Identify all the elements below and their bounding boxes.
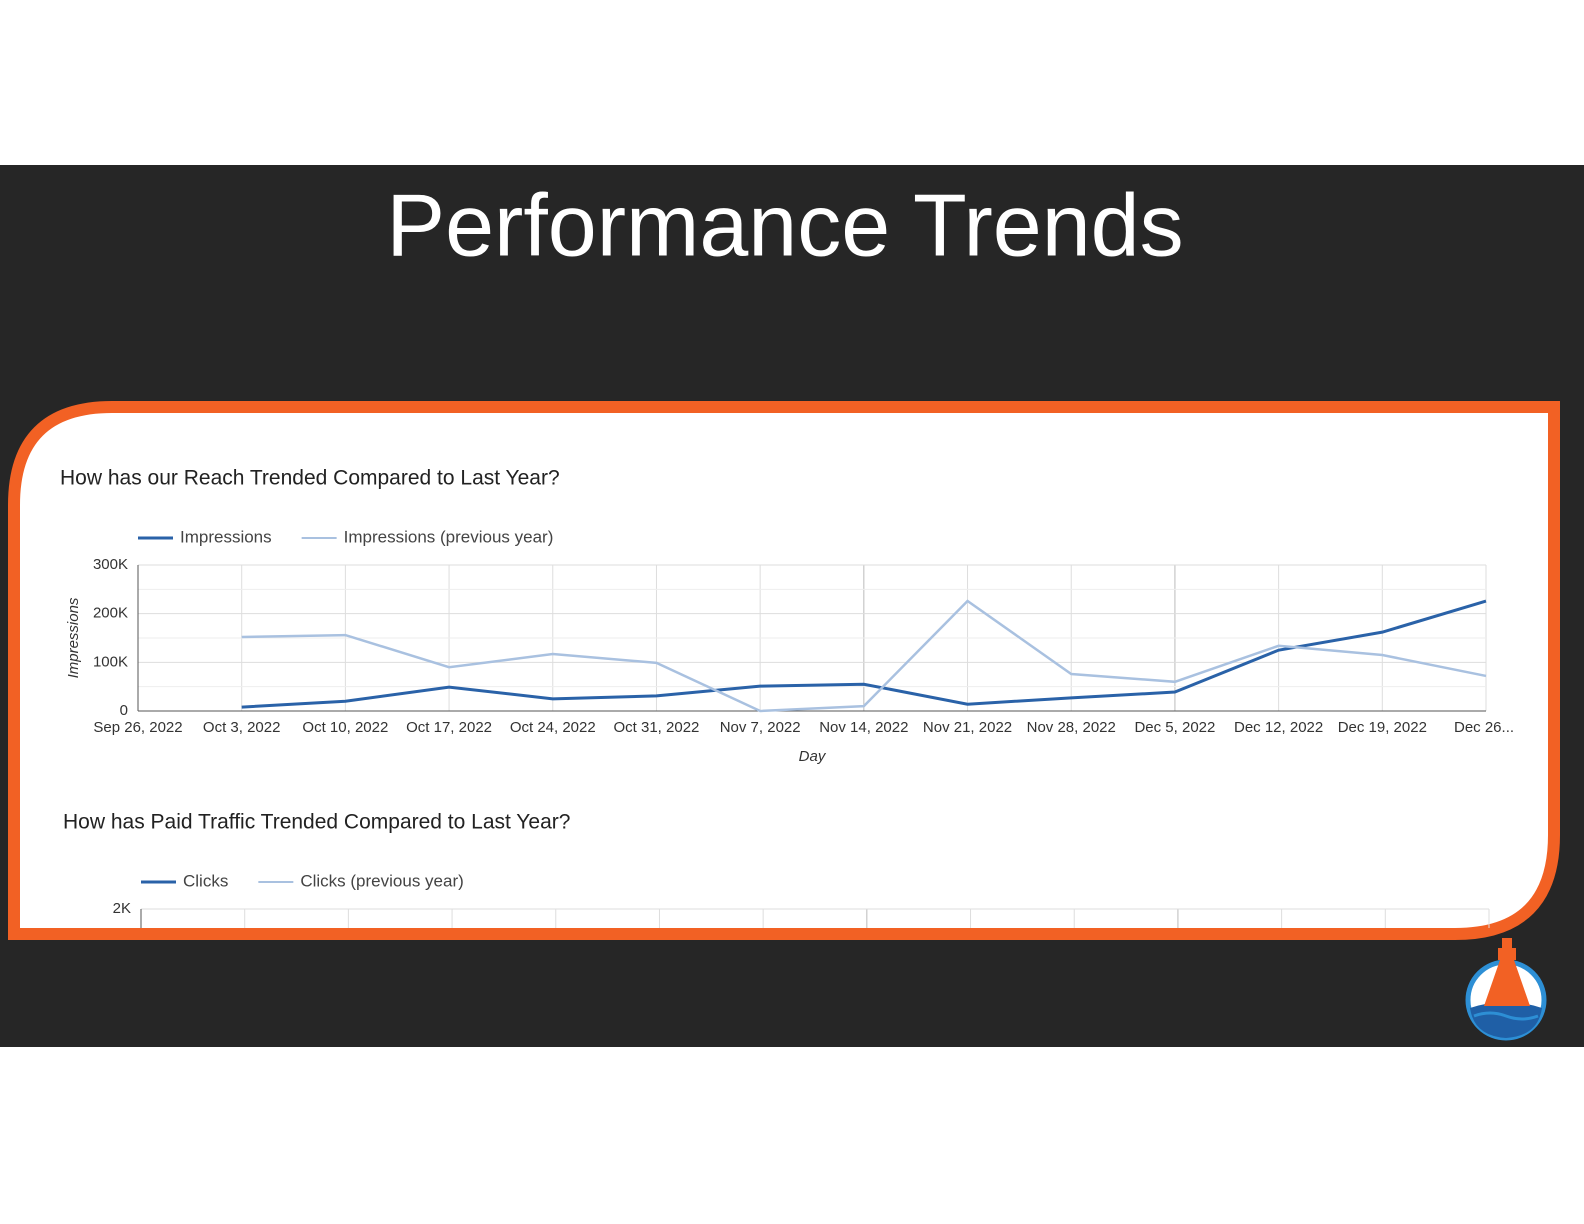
y-tick-label: 200K	[93, 605, 128, 622]
series-line	[241, 599, 1487, 713]
frame	[8, 401, 1560, 940]
x-tick-label: Dec 12, 2022	[1234, 719, 1323, 736]
y-tick-label: 0	[120, 702, 128, 719]
y-tick-label: 300K	[93, 556, 128, 573]
y-tick-label: 2K	[113, 900, 131, 917]
legend-label: Impressions	[180, 527, 272, 546]
x-tick-label: Dec 19, 2022	[1338, 719, 1427, 736]
logo	[1465, 938, 1547, 1041]
legend-label: Impressions (previous year)	[344, 527, 554, 546]
charts: How has our Reach Trended Compared to La…	[60, 467, 1514, 928]
x-tick-label: Nov 21, 2022	[923, 719, 1012, 736]
series-line	[241, 599, 1487, 709]
chart-title: How has our Reach Trended Compared to La…	[60, 467, 560, 490]
x-tick-label: Oct 31, 2022	[614, 719, 700, 736]
x-tick-label: Oct 17, 2022	[406, 719, 492, 736]
x-tick-label: Oct 10, 2022	[302, 719, 388, 736]
x-tick-label: Sep 26, 2022	[93, 719, 182, 736]
y-tick-label: 100K	[93, 653, 128, 670]
x-tick-label: Dec 5, 2022	[1134, 719, 1215, 736]
legend-label: Clicks	[183, 871, 228, 890]
x-tick-label: Nov 7, 2022	[720, 719, 801, 736]
x-tick-label: Dec 26...	[1454, 719, 1514, 736]
x-tick-label: Oct 3, 2022	[203, 719, 281, 736]
chart-title: How has Paid Traffic Trended Compared to…	[63, 811, 570, 834]
x-tick-label: Oct 24, 2022	[510, 719, 596, 736]
y-axis-title: Impressions	[65, 597, 82, 678]
x-axis-title: Day	[799, 748, 827, 765]
slide-title: Performance Trends	[386, 175, 1183, 274]
legend-label: Clicks (previous year)	[300, 871, 463, 890]
x-tick-label: Nov 14, 2022	[819, 719, 908, 736]
x-tick-label: Nov 28, 2022	[1027, 719, 1116, 736]
